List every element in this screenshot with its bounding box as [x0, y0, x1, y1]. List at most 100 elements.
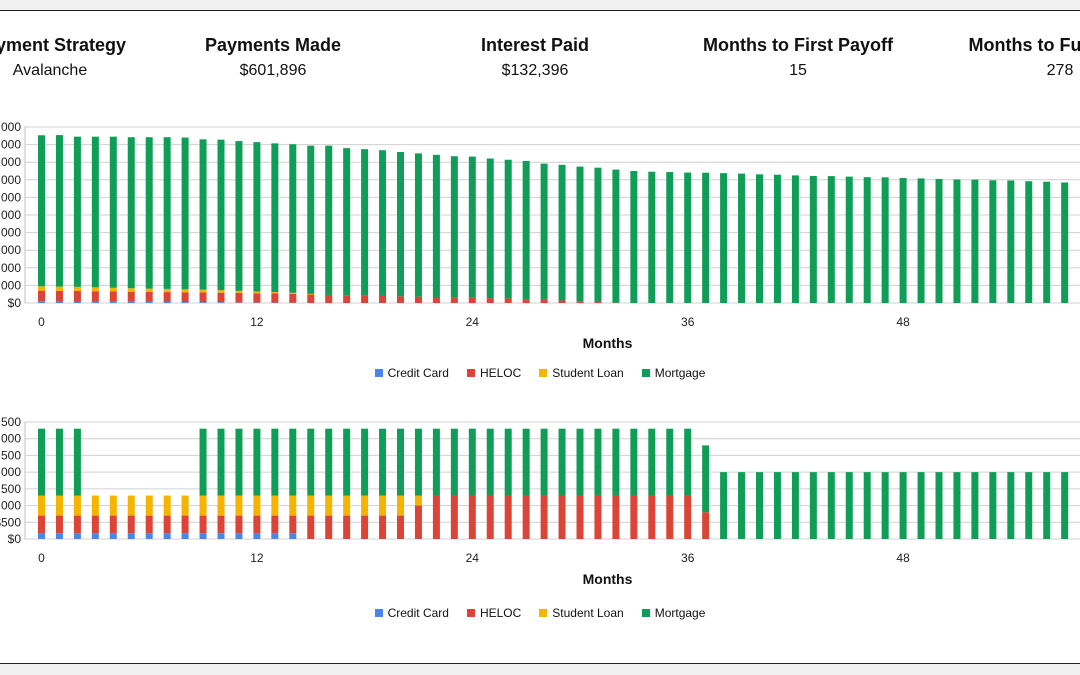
bar-segment-mortgage — [38, 135, 45, 287]
dashboard-frame: Payment Strategy Avalanche Payments Made… — [0, 10, 1080, 664]
bar-segment-mortgage — [935, 178, 943, 303]
bar-segment-mortgage — [38, 428, 45, 496]
bar-segment-mortgage — [73, 428, 81, 496]
bar-segment-mortgage — [468, 428, 476, 496]
bar-segment-student-loan — [181, 495, 189, 516]
legend-label: Credit Card — [387, 606, 449, 620]
y-tick-label: $20,000 — [0, 261, 21, 275]
bar-segment-mortgage — [414, 153, 422, 297]
y-tick-label: $0 — [8, 532, 22, 546]
kpi-label: Payment Strategy — [0, 35, 127, 55]
bar-segment-heloc — [522, 495, 530, 539]
bar-segment-credit-card — [253, 533, 261, 539]
bar-segment-student-loan — [181, 289, 189, 293]
bar-segment-heloc — [450, 495, 458, 539]
bar-segment-mortgage — [773, 472, 781, 539]
bar-segment-student-loan — [379, 495, 387, 516]
kpi-label: Payments Made — [204, 35, 342, 55]
bar-segment-mortgage — [899, 472, 907, 539]
bar-segment-mortgage — [773, 174, 781, 303]
bar-segment-mortgage — [1025, 181, 1033, 303]
bar-segment-heloc — [73, 515, 81, 534]
legend-item-credit-card: Credit Card — [374, 366, 449, 380]
bar-segment-student-loan — [217, 290, 225, 293]
bar-segment-heloc — [432, 297, 440, 303]
x-tick-label: 12 — [250, 551, 264, 565]
bar-segment-mortgage — [827, 176, 835, 303]
bar-segment-student-loan — [109, 495, 117, 516]
bar-segment-mortgage — [343, 428, 351, 496]
bar-segment-mortgage — [325, 145, 333, 295]
bar-segment-mortgage — [253, 428, 261, 496]
legend-swatch — [641, 609, 650, 617]
bar-segment-mortgage — [163, 137, 171, 289]
bar-segment-credit-card — [253, 302, 261, 303]
bar-segment-mortgage — [271, 428, 279, 496]
bar-segment-heloc — [379, 295, 387, 303]
bar-segment-heloc — [91, 515, 99, 534]
bar-segment-heloc — [289, 515, 297, 534]
bar-segment-credit-card — [145, 301, 153, 303]
bar-segment-heloc — [594, 495, 602, 539]
bar-segment-heloc — [343, 515, 351, 539]
bar-segment-credit-card — [289, 533, 297, 539]
bar-segment-credit-card — [271, 533, 279, 539]
bar-segment-credit-card — [181, 533, 189, 539]
bar-segment-student-loan — [109, 287, 117, 292]
bar-segment-mortgage — [289, 428, 297, 496]
bar-segment-mortgage — [145, 137, 153, 289]
bar-segment-heloc — [576, 495, 584, 539]
bar-segment-student-loan — [55, 286, 63, 291]
bar-segment-mortgage — [450, 156, 458, 298]
bar-segment-mortgage — [666, 172, 674, 303]
legend-item-credit-card: Credit Card — [374, 606, 449, 620]
bar-segment-mortgage — [217, 428, 225, 496]
bar-segment-student-loan — [199, 289, 207, 293]
bar-segment-credit-card — [73, 533, 81, 539]
kpi-interest-paid: Interest Paid $132,396 — [425, 33, 645, 85]
y-tick-label: $30,000 — [0, 243, 21, 257]
bar-segment-heloc — [414, 505, 422, 539]
bar-segment-mortgage — [738, 173, 746, 303]
bar-segment-heloc — [38, 290, 45, 302]
legend-label: Student Loan — [552, 366, 624, 380]
kpi-value: $132,396 — [501, 62, 569, 79]
bar-segment-student-loan — [38, 286, 45, 291]
bar-segment-student-loan — [127, 288, 135, 292]
kpi-value: $601,896 — [239, 62, 307, 79]
bar-segment-mortgage — [702, 172, 710, 303]
bar-segment-student-loan — [253, 291, 261, 294]
bar-segment-student-loan — [289, 292, 297, 294]
bar-segment-student-loan — [38, 495, 45, 516]
bar-segment-mortgage — [271, 143, 279, 293]
bar-segment-credit-card — [217, 533, 225, 539]
bar-segment-heloc — [450, 297, 458, 303]
legend-item-student-loan: Student Loan — [539, 606, 624, 620]
bar-segment-heloc — [630, 495, 638, 539]
bar-segment-mortgage — [361, 428, 369, 496]
bar-segment-heloc — [325, 515, 333, 539]
bar-segment-mortgage — [558, 164, 566, 301]
bar-segment-credit-card — [38, 301, 45, 303]
bar-segment-mortgage — [720, 173, 728, 303]
bar-segment-credit-card — [235, 533, 243, 539]
bar-segment-student-loan — [73, 286, 81, 291]
y-tick-label: $2,000 — [0, 465, 21, 479]
bar-segment-mortgage — [127, 137, 135, 289]
bar-segment-mortgage — [486, 158, 494, 299]
bar-segment-mortgage — [397, 428, 404, 496]
bar-segment-mortgage — [486, 428, 494, 496]
x-tick-label: 48 — [896, 315, 910, 329]
bar-segment-mortgage — [397, 151, 404, 297]
legend-label: HELOC — [479, 606, 522, 620]
bar-segment-student-loan — [163, 495, 171, 516]
x-axis-label: Months — [583, 335, 633, 351]
bar-segment-mortgage — [379, 428, 387, 496]
kpi-months-first-payoff: Months to First Payoff 15 — [688, 33, 908, 85]
legend-swatch — [539, 609, 548, 617]
bar-segment-mortgage — [468, 156, 476, 298]
bar-segment-heloc — [397, 296, 404, 303]
bar-segment-mortgage — [307, 145, 315, 294]
bar-segment-mortgage — [989, 180, 997, 303]
bar-segment-mortgage — [253, 142, 261, 292]
